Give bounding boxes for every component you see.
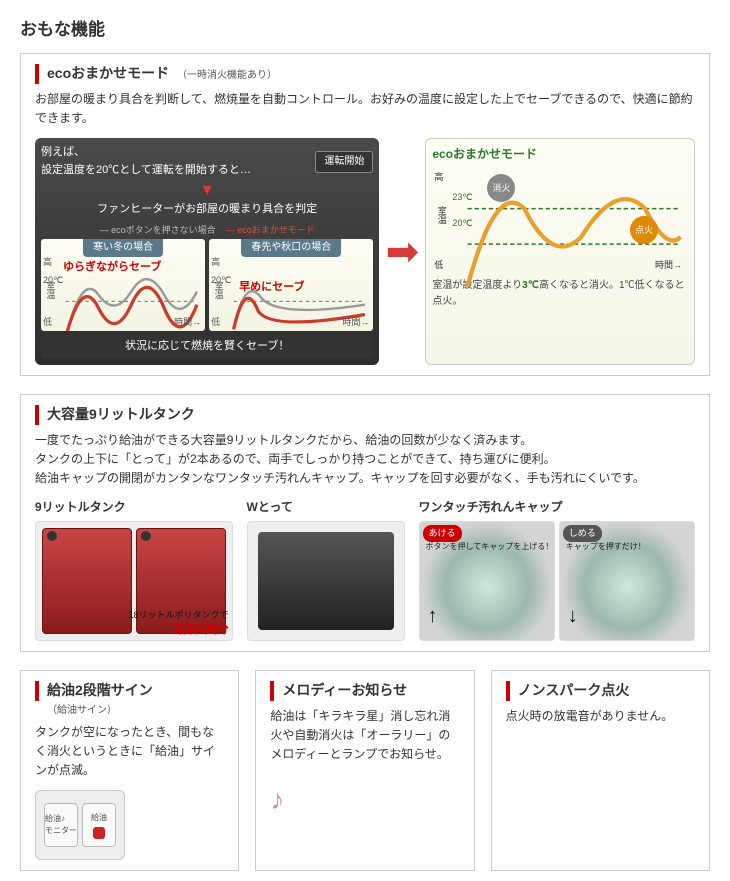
legend-red: — ecoおまかせモード — [226, 223, 315, 237]
arrow-down-icon: ▼ — [41, 183, 373, 199]
axis-x: 時間→ — [174, 315, 201, 329]
tank-title: 大容量9リットルタンク — [35, 405, 695, 425]
tank-col3-title: ワンタッチ汚れんキャップ — [419, 498, 696, 517]
music-note-icon: ♪ — [270, 778, 459, 823]
eco-left-block: 例えば、 設定温度を20℃として運転を開始すると… 運転開始 ▼ ファンヒーター… — [35, 138, 379, 365]
refuel-btn-a: 給油♪ モニター — [44, 803, 78, 847]
chart1-label: ゆらぎながらセーブ — [63, 259, 161, 277]
axis-lo: 低 — [211, 315, 220, 329]
eco-right-title: ecoおまかせモード — [432, 145, 688, 164]
axis-x: 時間→ — [655, 258, 682, 272]
tank-panel: 大容量9リットルタンク 一度でたっぷり給油ができる大容量9リットルタンクだから、… — [20, 394, 710, 652]
tank-col2-title: Wとって — [247, 498, 405, 517]
axis-hi: 高 — [211, 255, 220, 269]
arrow-down-icon: ↓ — [568, 600, 578, 632]
tank-col-3: ワンタッチ汚れんキャップ あける ボタンを押してキャップを上げる！ ↑ しめる … — [419, 498, 696, 641]
arrow-up-icon: ↑ — [428, 600, 438, 632]
chart-winter: 寒い冬の場合 高 20℃ 室温 低 時間→ ゆらぎながらセーブ — [41, 239, 205, 331]
eco-subtitle: （一時消火機能あり） — [177, 70, 277, 81]
b1-sub: （給油サイン） — [47, 703, 224, 719]
tank-col-1: 9リットルタンク 18リットルポリタンクで 給油2回分 — [35, 498, 233, 641]
arrow-right-icon: ➡ — [387, 138, 417, 365]
axis-20: 20℃ — [452, 216, 472, 230]
axis-lo: 低 — [43, 315, 52, 329]
panel-refuel-sign: 給油2段階サイン （給油サイン） タンクが空になったとき、間もなく消火というとき… — [20, 670, 239, 871]
eco-right-block: ecoおまかせモード 高 23℃ 20℃ 室温 低 時間→ 消火 点火 室温が設… — [425, 138, 695, 365]
refuel-btn-b: 給油 — [82, 803, 116, 847]
chart2-label: 早めにセーブ — [239, 279, 304, 297]
eco-legend: — ecoボタンを押さない場合 — ecoおまかせモード — [41, 223, 373, 237]
legend-gray: — ecoボタンを押さない場合 — [100, 223, 216, 237]
axis-hi: 高 — [434, 170, 443, 184]
run-badge: 運転開始 — [315, 151, 373, 173]
cap-open: あける ボタンを押してキャップを上げる！ ↑ — [419, 521, 555, 641]
tank-col1-title: 9リットルタンク — [35, 498, 233, 517]
b1-desc: タンクが空になったとき、間もなく消火というときに「給油」サインが点滅。 — [35, 723, 224, 781]
axis-y: 室温 — [434, 206, 448, 224]
cap-open-note: ボタンを押してキャップを上げる！ — [426, 542, 554, 552]
axis-23: 23℃ — [452, 190, 472, 204]
cap-open-badge: あける — [423, 525, 462, 541]
axis-x: 時間→ — [342, 315, 369, 329]
eco-panel: ecoおまかせモード （一時消火機能あり） お部屋の暖まり具合を判断して、燃焼量… — [20, 53, 710, 376]
cap-close-note: キャップを押すだけ！ — [566, 542, 646, 552]
eco-footer: 状況に応じて燃焼を賢くセーブ！ — [41, 335, 373, 359]
axis-y: 室温 — [43, 281, 57, 299]
refuel-monitor-icon: 給油♪ モニター 給油 — [35, 790, 125, 860]
chart-spring: 春先や秋口の場合 高 20℃ 室温 低 時間→ 早めにセーブ — [209, 239, 373, 331]
eco-sub-hdr: ファンヒーターがお部屋の暖まり具合を判定 — [41, 201, 373, 219]
eco-desc: お部屋の暖まり具合を判断して、燃焼量を自動コントロール。お好みの温度に設定した上… — [35, 90, 695, 128]
eco-title-text: ecoおまかせモード — [47, 65, 169, 81]
b2-title: メロディーお知らせ — [270, 681, 459, 701]
eco-diagram: 例えば、 設定温度を20℃として運転を開始すると… 運転開始 ▼ ファンヒーター… — [35, 138, 695, 365]
tank-col-2: Wとって — [247, 498, 405, 641]
axis-lo: 低 — [434, 258, 443, 272]
b3-desc: 点火時の放電音がありません。 — [506, 707, 695, 726]
panel-melody: メロディーお知らせ 給油は「キラキラ星」消し忘れ消火や自動消火は「オーラリー」の… — [255, 670, 474, 871]
axis-hi: 高 — [43, 255, 52, 269]
axis-y: 室温 — [211, 281, 225, 299]
cap-close: しめる キャップを押すだけ！ ↓ — [559, 521, 695, 641]
b3-title: ノンスパーク点火 — [506, 681, 695, 701]
tank-photo-2 — [247, 521, 405, 641]
tank-cap-a: 18リットルポリタンクで — [128, 610, 228, 620]
b2-desc: 給油は「キラキラ星」消し忘れ消火や自動消火は「オーラリー」のメロディーとランプで… — [270, 707, 459, 765]
cap-close-badge: しめる — [563, 525, 602, 541]
b1-title: 給油2段階サイン — [35, 681, 224, 701]
page-title: おもな機能 — [20, 16, 710, 43]
tank-photo-1: 18リットルポリタンクで 給油2回分 — [35, 521, 233, 641]
panel-nonspark: ノンスパーク点火 点火時の放電音がありません。 — [491, 670, 710, 871]
tank-cap-b: 給油2回分 — [174, 622, 229, 636]
bottom-row: 給油2段階サイン （給油サイン） タンクが空になったとき、間もなく消火というとき… — [20, 670, 710, 871]
eco-title: ecoおまかせモード （一時消火機能あり） — [35, 64, 695, 84]
eco-hdr-line: 例えば、 設定温度を20℃として運転を開始すると… — [41, 144, 309, 179]
tank-desc: 一度でたっぷり給油ができる大容量9リットルタンクだから、給油の回数が少なく済みま… — [35, 431, 695, 489]
